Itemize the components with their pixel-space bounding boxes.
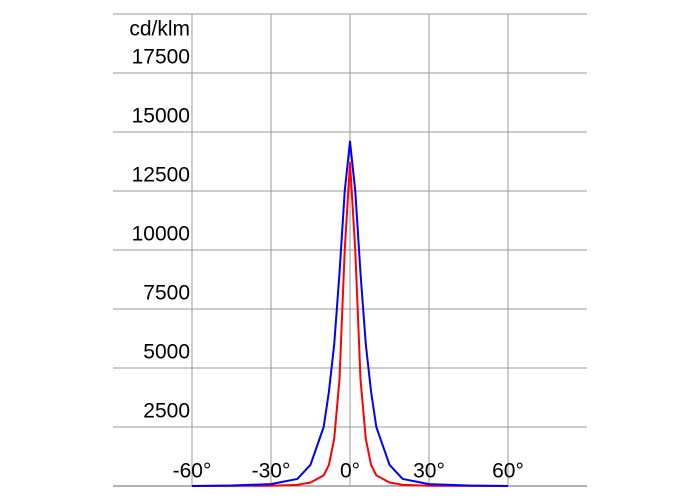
- y-tick-label: 15000: [132, 105, 190, 128]
- x-tick-label: 0°: [340, 460, 360, 483]
- x-tick-label: 30°: [413, 460, 445, 483]
- x-tick-label: 60°: [492, 460, 524, 483]
- data-line: [191, 161, 509, 487]
- y-axis-label: cd/klm: [129, 18, 190, 41]
- y-tick-label: 12500: [132, 164, 190, 187]
- x-tick-label: -60°: [173, 460, 212, 483]
- y-tick-label: 17500: [132, 46, 190, 69]
- y-tick-label: 10000: [132, 223, 190, 246]
- data-line: [191, 140, 509, 487]
- y-tick-label: 5000: [143, 341, 190, 364]
- y-tick-label: 2500: [143, 400, 190, 423]
- y-tick-label: 7500: [143, 282, 190, 305]
- x-tick-label: -30°: [252, 460, 291, 483]
